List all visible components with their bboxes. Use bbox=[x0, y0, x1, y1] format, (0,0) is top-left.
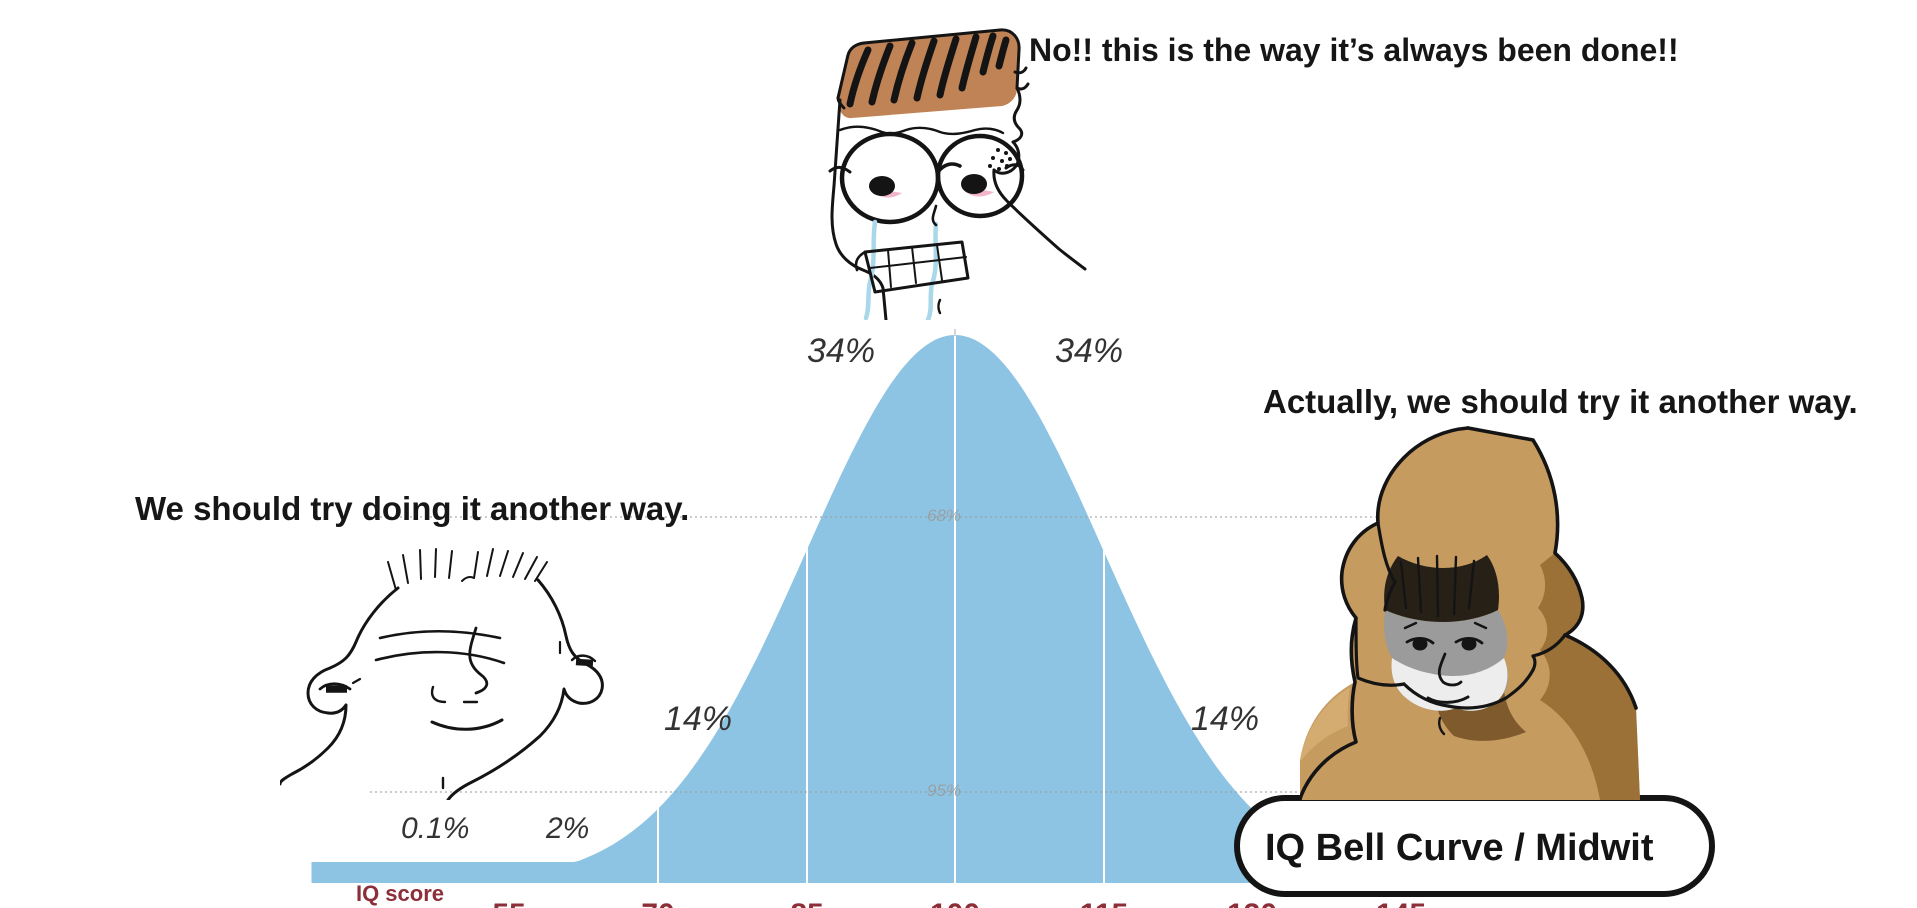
svg-text:We should try doing it another: We should try doing it another way. bbox=[135, 490, 689, 527]
svg-text:130: 130 bbox=[1227, 898, 1277, 908]
svg-text:IQ Bell Curve / Midwit: IQ Bell Curve / Midwit bbox=[1265, 827, 1654, 869]
svg-text:55: 55 bbox=[492, 898, 525, 908]
svg-text:0.1%: 0.1% bbox=[401, 812, 469, 845]
svg-text:85: 85 bbox=[790, 898, 823, 908]
svg-text:68%: 68% bbox=[927, 506, 961, 525]
svg-text:34%: 34% bbox=[807, 332, 875, 370]
svg-text:34%: 34% bbox=[1055, 332, 1123, 370]
svg-text:95%: 95% bbox=[927, 781, 961, 800]
svg-text:100: 100 bbox=[930, 898, 980, 908]
svg-text:IQ score: IQ score bbox=[356, 881, 444, 906]
svg-text:2%: 2% bbox=[545, 812, 589, 845]
svg-text:145: 145 bbox=[1376, 898, 1426, 908]
svg-text:115: 115 bbox=[1080, 898, 1128, 908]
svg-text:Actually, we should try it ano: Actually, we should try it another way. bbox=[1263, 383, 1858, 420]
svg-text:14%: 14% bbox=[1191, 700, 1259, 738]
svg-text:70: 70 bbox=[641, 898, 674, 908]
